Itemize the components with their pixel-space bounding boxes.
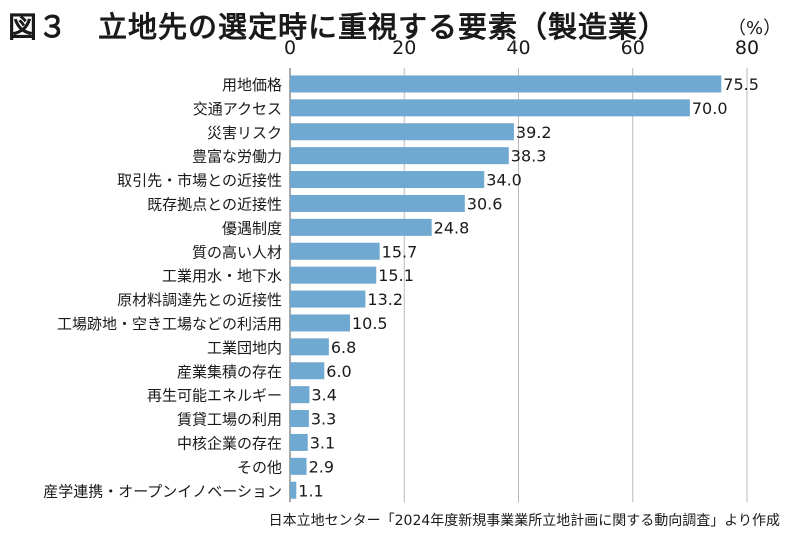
category-label-16: その他	[237, 458, 282, 476]
value-label-9: 13.2	[367, 290, 403, 309]
category-label-12: 産業集積の存在	[177, 363, 282, 381]
value-label-8: 15.1	[378, 266, 414, 285]
category-label-15: 中核企業の存在	[177, 434, 282, 452]
category-label-4: 取引先・市場との近接性	[117, 172, 282, 190]
bar-11	[290, 338, 329, 356]
bar-3	[290, 147, 509, 165]
value-label-5: 30.6	[467, 194, 503, 213]
category-label-7: 質の高い人材	[192, 243, 282, 261]
bar-9	[290, 290, 366, 308]
value-label-17: 1.1	[298, 481, 323, 500]
bar-14	[290, 410, 309, 428]
category-label-10: 工場跡地・空き工場などの利活用	[57, 315, 282, 333]
category-label-17: 産学連携・オープンイノベーション	[43, 482, 282, 500]
chart-title: 図３ 立地先の選定時に重視する要素（製造業）	[8, 10, 669, 44]
x-tick-label-40: 40	[506, 37, 530, 59]
category-label-0: 用地価格	[222, 76, 282, 94]
bar-13	[290, 386, 310, 404]
bar-15	[290, 433, 308, 451]
category-label-5: 既存拠点との近接性	[147, 195, 282, 213]
x-tick-label-0: 0	[284, 37, 296, 59]
category-label-3: 豊富な労働力	[192, 148, 282, 166]
value-label-4: 34.0	[486, 171, 522, 190]
x-tick-label-60: 60	[621, 37, 645, 59]
bar-10	[290, 314, 350, 332]
value-label-3: 38.3	[511, 147, 547, 166]
value-label-10: 10.5	[352, 314, 388, 333]
x-tick-label-20: 20	[392, 37, 416, 59]
unit-label: （%）	[728, 18, 782, 39]
value-label-12: 6.0	[326, 362, 351, 381]
bar-1	[290, 99, 690, 117]
bar-16	[290, 457, 307, 475]
bar-4	[290, 171, 485, 189]
value-label-14: 3.3	[311, 410, 336, 429]
value-label-6: 24.8	[434, 218, 470, 237]
category-label-8: 工業用水・地下水	[162, 267, 282, 285]
category-label-11: 工業団地内	[207, 339, 282, 357]
value-label-13: 3.4	[311, 386, 336, 405]
x-tick-label-80: 80	[735, 37, 759, 59]
bar-7	[290, 242, 380, 260]
value-label-7: 15.7	[382, 242, 418, 261]
category-label-13: 再生可能エネルギー	[147, 387, 282, 405]
value-label-0: 75.5	[723, 75, 759, 94]
bar-0	[290, 75, 722, 93]
value-label-2: 39.2	[516, 123, 552, 142]
value-label-11: 6.8	[331, 338, 356, 357]
bar-8	[290, 266, 377, 284]
bar-2	[290, 123, 514, 141]
category-label-14: 賃貸工場の利用	[177, 411, 282, 429]
category-label-6: 優遇制度	[222, 219, 282, 237]
bar-12	[290, 362, 325, 380]
category-label-9: 原材料調達先との近接性	[117, 291, 282, 309]
value-label-15: 3.1	[310, 433, 335, 452]
category-label-1: 交通アクセス	[193, 100, 282, 118]
source-note: 日本立地センター「2024年度新規事業業所立地計画に関する動向調査」より作成	[268, 513, 780, 529]
category-label-2: 災害リスク	[207, 124, 282, 142]
bar-6	[290, 218, 432, 236]
bar-5	[290, 194, 465, 212]
value-label-16: 2.9	[309, 457, 334, 476]
value-label-1: 70.0	[692, 99, 728, 118]
bar-17	[290, 481, 297, 499]
